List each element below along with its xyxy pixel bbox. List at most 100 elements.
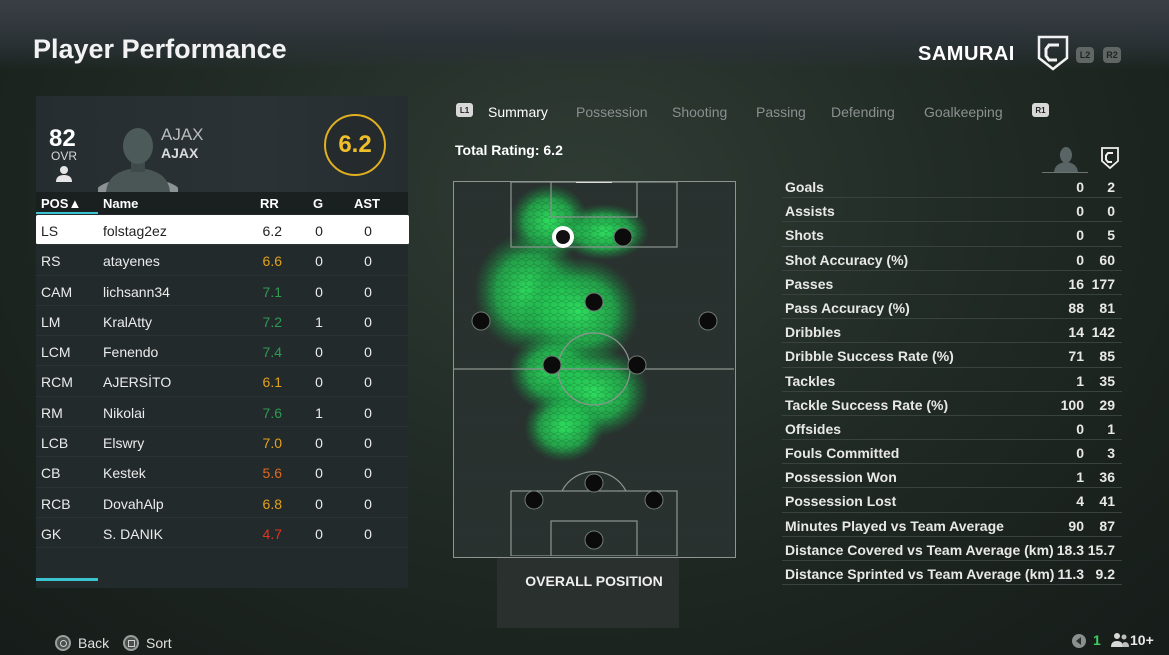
stat-player-value: 0 — [1076, 227, 1084, 244]
stadium-background — [0, 0, 1169, 70]
stat-player-value: 0 — [1076, 445, 1084, 462]
stat-row: Dribble Success Rate (%) 71 85 — [782, 343, 1122, 368]
tab-passing[interactable]: Passing — [756, 104, 806, 120]
match-rating-badge: 6.2 — [324, 114, 386, 176]
cell-pos: CAM — [41, 283, 73, 300]
stat-row: Distance Sprinted vs Team Average (km) 11… — [782, 561, 1122, 586]
table-row[interactable]: LCB Elswry 7.0 0 0 — [36, 427, 408, 458]
cell-ast: 0 — [364, 525, 372, 542]
stat-player-value: 71 — [1068, 348, 1084, 365]
column-name[interactable]: Name — [103, 196, 139, 211]
table-row[interactable]: RCB DovahAlp 6.8 0 0 — [36, 488, 408, 518]
stat-team-value: 9.2 — [1095, 566, 1115, 582]
table-row[interactable]: GK S. DANIK 4.7 0 0 — [36, 518, 408, 549]
ovr-value: 82 — [49, 125, 76, 152]
r1-button-icon[interactable]: R1 — [1032, 103, 1049, 117]
stat-player-value: 14 — [1068, 324, 1084, 341]
stat-team-value: 15.7 — [1087, 541, 1115, 558]
stat-team-value: 2 — [1107, 179, 1115, 195]
cell-ast: 0 — [364, 435, 372, 452]
back-button[interactable]: Back — [55, 635, 109, 651]
list-scroll-indicator — [36, 578, 98, 581]
stat-player-value: 16 — [1068, 275, 1084, 292]
stat-player-value: 4 — [1076, 493, 1084, 510]
stat-label: Shot Accuracy (%) — [785, 251, 909, 268]
party-count: 10+ — [1130, 632, 1154, 648]
cell-ast: 0 — [364, 253, 372, 270]
table-row[interactable]: RS atayenes 6.6 0 0 — [36, 245, 408, 276]
stat-row: Goals 0 2 — [782, 174, 1122, 199]
column-rr[interactable]: RR — [260, 196, 279, 211]
stat-player-value: 18.3 — [1056, 541, 1084, 558]
column-pos[interactable]: POS▲ — [41, 196, 82, 211]
sort-button[interactable]: Sort — [123, 635, 172, 651]
stats-table: Goals 0 2 Assists 0 0 Shots 0 5 Shot Accuracy … — [782, 174, 1122, 586]
table-row[interactable]: LM KralAtty 7.2 1 0 — [36, 306, 408, 337]
tab-defending[interactable]: Defending — [831, 104, 895, 120]
stat-team-value: 60 — [1099, 251, 1115, 268]
tab-possession[interactable]: Possession — [576, 104, 648, 120]
cell-g: 0 — [315, 465, 323, 482]
back-label: Back — [78, 635, 110, 651]
stat-team-value: 36 — [1099, 469, 1115, 486]
club-subtitle: AJAX — [161, 145, 199, 161]
l2-button-icon[interactable]: L2 — [1076, 47, 1094, 63]
tab-shooting[interactable]: Shooting — [672, 104, 728, 120]
tab-summary[interactable]: Summary — [488, 104, 548, 120]
table-header: POS▲ Name RR G AST — [36, 192, 408, 214]
cell-pos: CB — [41, 465, 61, 482]
party-icon — [1111, 633, 1129, 647]
ovr-label: OVR — [50, 149, 77, 163]
stat-row: Dribbles 14 142 — [782, 319, 1122, 344]
stat-team-value: 85 — [1099, 348, 1115, 365]
sort-label: Sort — [146, 635, 172, 651]
cell-name: lichsann34 — [103, 283, 170, 300]
player-rows: LS folstag2ez 6.2 0 0 RS atayenes 6.6 0 … — [36, 215, 409, 549]
stat-label: Distance Sprinted vs Team Average (km) — [785, 566, 1055, 582]
cell-g: 1 — [315, 404, 323, 421]
club-name: AJAX — [161, 125, 204, 144]
table-row[interactable]: LS folstag2ez 6.2 0 0 — [36, 215, 409, 246]
column-ast[interactable]: AST — [354, 196, 380, 211]
stat-row: Assists 0 0 — [782, 198, 1122, 223]
position-heatmap — [453, 181, 736, 558]
table-row[interactable]: CB Kestek 5.6 0 0 — [36, 457, 408, 488]
stat-team-value: 29 — [1099, 396, 1115, 413]
table-row[interactable]: RM Nikolai 7.6 1 0 — [36, 397, 408, 428]
stat-row: Tackles 1 35 — [782, 368, 1122, 392]
table-row[interactable]: RCM AJERSİTO 6.1 0 0 — [36, 366, 408, 397]
stat-label: Distance Covered vs Team Average (km) — [785, 541, 1054, 558]
stat-team-value: 81 — [1099, 299, 1115, 316]
cell-rr: 6.8 — [262, 495, 282, 512]
tab-goalkeeping[interactable]: Goalkeeping — [924, 104, 1003, 120]
cell-ast: 0 — [364, 344, 372, 361]
pitch-label-backdrop — [497, 558, 679, 628]
player-column-avatar-icon — [1054, 147, 1078, 172]
person-icon — [56, 166, 72, 182]
table-row[interactable]: CAM lichsann34 7.1 0 0 — [36, 276, 408, 306]
cell-g: 0 — [315, 223, 323, 239]
team-crest-icon — [1037, 35, 1069, 71]
cell-ast: 0 — [364, 283, 372, 300]
cell-g: 0 — [315, 344, 323, 361]
r2-button-icon[interactable]: R2 — [1103, 47, 1121, 63]
player-column-underline — [1042, 172, 1088, 173]
cell-g: 0 — [315, 374, 323, 391]
cell-g: 0 — [315, 283, 323, 300]
l1-button-icon[interactable]: L1 — [456, 103, 473, 117]
stat-player-value: 0 — [1076, 203, 1084, 220]
cell-g: 0 — [315, 495, 323, 512]
stat-label: Tackles — [785, 372, 836, 389]
column-g[interactable]: G — [313, 196, 324, 211]
table-row[interactable]: LCM Fenendo 7.4 0 0 — [36, 336, 408, 367]
stat-row: Shots 0 5 — [782, 222, 1122, 247]
cell-ast: 0 — [364, 374, 372, 391]
stat-team-value: 1 — [1107, 420, 1115, 437]
cell-pos: LCM — [41, 344, 71, 361]
stat-label: Offsides — [785, 420, 842, 437]
formation-dots — [471, 226, 718, 550]
cell-g: 0 — [315, 253, 323, 270]
stat-row: Shot Accuracy (%) 0 60 — [782, 247, 1122, 271]
stat-player-value: 100 — [1060, 396, 1084, 413]
cell-name: folstag2ez — [103, 223, 167, 239]
